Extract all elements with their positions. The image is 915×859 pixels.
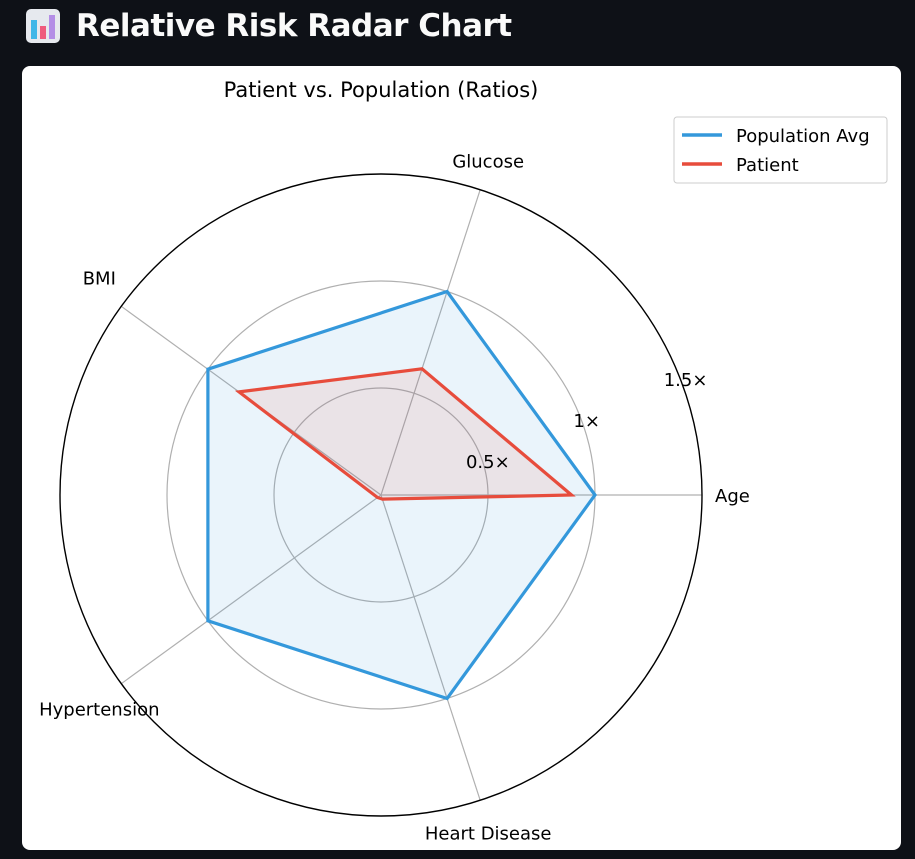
category-label: Age: [715, 486, 750, 507]
grid-ring: [273, 387, 489, 603]
legend: Population Avg Patient: [673, 116, 888, 184]
radial-spoke: [380, 494, 481, 801]
category-label: Heart Disease: [425, 823, 552, 844]
series-line-1: [234, 367, 576, 501]
app-header: Relative Risk Radar Chart: [26, 6, 512, 46]
radar-chart: Patient vs. Population (Ratios) Age Gluco…: [39, 78, 888, 844]
category-label: BMI: [83, 268, 116, 289]
bar-chart-icon: [26, 9, 60, 43]
radial-tick-label: 1×: [573, 411, 600, 432]
series-line-0: [206, 289, 597, 701]
chart-card: Patient vs. Population (Ratios) Age Gluco…: [22, 66, 901, 850]
radial-tick-label: 0.5×: [466, 452, 510, 473]
legend-label: Patient: [736, 155, 799, 176]
outer-frame: [59, 173, 703, 817]
series-fill-1: [239, 368, 572, 500]
chart-title: Patient vs. Population (Ratios): [224, 78, 539, 102]
app-title: Relative Risk Radar Chart: [76, 8, 512, 44]
category-label: Glucose: [452, 152, 524, 173]
category-label: Hypertension: [39, 700, 159, 721]
radial-spoke: [120, 494, 382, 685]
series-fill-0: [207, 291, 595, 699]
legend-label: Population Avg: [736, 126, 870, 147]
radial-spoke: [380, 189, 481, 496]
radial-tick-label: 1.5×: [664, 370, 708, 391]
